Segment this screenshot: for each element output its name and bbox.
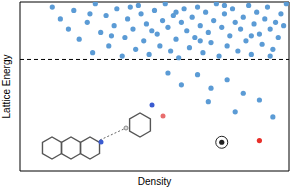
svg-text:Density: Density — [138, 176, 171, 187]
svg-text:Lattice Energy: Lattice Energy — [8, 55, 12, 119]
